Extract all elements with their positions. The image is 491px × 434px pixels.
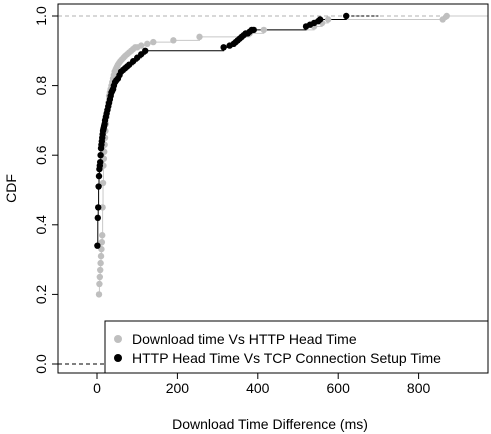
data-point-series-1: [95, 172, 103, 180]
data-point-series-1: [97, 152, 104, 159]
data-point-series-0: [97, 266, 104, 274]
data-point-series-0: [260, 26, 268, 34]
x-tick-label: 0: [93, 380, 101, 396]
data-points: [94, 12, 450, 298]
data-point-series-0: [138, 42, 145, 49]
data-point-series-0: [196, 33, 203, 41]
data-point-series-0: [443, 12, 450, 20]
data-point-series-1: [220, 44, 227, 51]
data-point-series-0: [324, 16, 332, 23]
y-tick-label: 0.2: [33, 284, 49, 304]
data-point-series-0: [95, 291, 103, 298]
data-point-series-0: [99, 179, 107, 187]
data-point-series-0: [96, 280, 103, 288]
data-point-series-0: [99, 232, 106, 239]
step-line-series-0: [98, 16, 448, 295]
data-point-series-1: [95, 204, 102, 211]
legend-marker-gray: [114, 335, 122, 343]
legend-label-head-vs-tcp: HTTP Head Time Vs TCP Connection Setup T…: [132, 350, 441, 366]
data-point-series-1: [97, 158, 104, 166]
y-tick-label: 0.0: [33, 354, 49, 374]
y-axis: 0.0 0.2 0.4 0.6 0.8 1.0: [33, 6, 58, 374]
data-point-series-1: [95, 183, 102, 190]
x-axis-label: Download Time Difference (ms): [172, 416, 368, 432]
data-point-series-0: [99, 204, 106, 211]
data-point-series-1: [142, 47, 149, 54]
data-point-series-1: [94, 214, 102, 222]
x-tick-label: 600: [327, 380, 351, 396]
data-point-series-0: [98, 239, 106, 246]
data-point-series-0: [170, 37, 177, 44]
legend: Download time Vs HTTP Head Time HTTP Hea…: [104, 320, 489, 374]
data-point-series-1: [250, 26, 257, 34]
data-point-series-0: [150, 38, 157, 46]
y-tick-label: 0.4: [33, 215, 49, 235]
data-point-series-0: [96, 273, 104, 281]
legend-box: [104, 320, 489, 374]
y-tick-label: 0.8: [33, 76, 49, 96]
x-axis: 0 200 400 600 800: [93, 373, 430, 396]
legend-label-download-vs-head: Download time Vs HTTP Head Time: [132, 331, 357, 347]
x-tick-label: 800: [407, 380, 431, 396]
data-point-series-0: [97, 252, 105, 260]
y-axis-label: CDF: [3, 174, 19, 203]
data-point-series-0: [144, 40, 151, 48]
legend-marker-black: [114, 354, 122, 362]
data-point-series-0: [97, 259, 104, 267]
data-point-series-1: [343, 12, 350, 20]
x-tick-label: 400: [246, 380, 270, 396]
cdf-step-lines: [97, 15, 488, 295]
y-tick-label: 0.6: [33, 145, 49, 165]
y-tick-label: 1.0: [33, 6, 49, 26]
data-point-series-1: [316, 16, 324, 23]
x-tick-label: 200: [166, 380, 190, 396]
data-point-series-1: [94, 242, 101, 249]
